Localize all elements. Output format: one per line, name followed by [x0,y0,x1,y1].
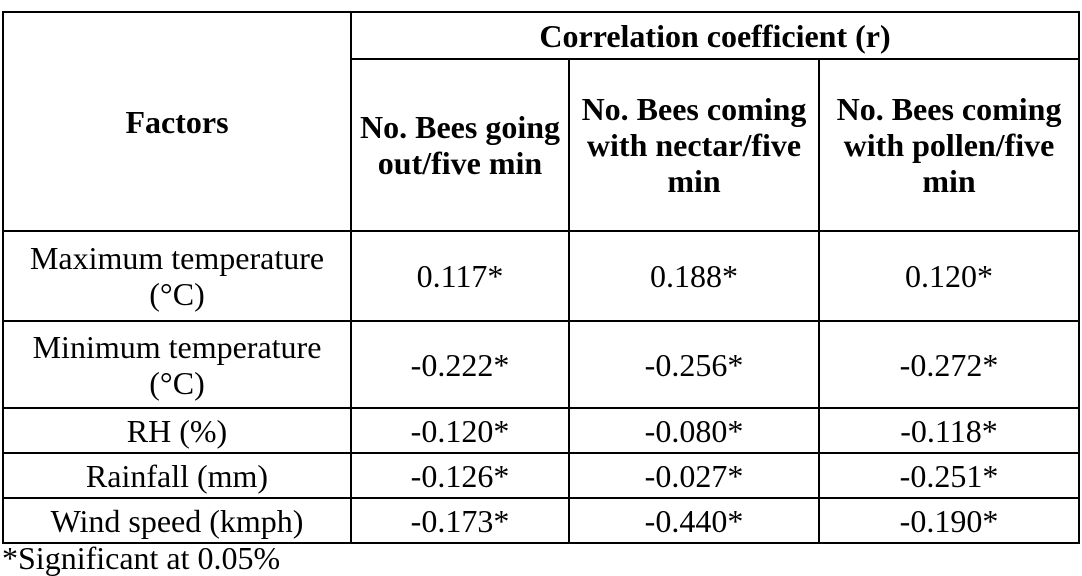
value-cell: -0.173* [350,497,570,544]
value-cell: -0.126* [350,452,570,499]
value-cell: -0.118* [817,407,1081,454]
page: Factors Correlation coefficient (r) No. Be… [2,11,1081,576]
value-cell: -0.027* [568,452,820,499]
factor-cell: Wind speed (kmph) [2,497,352,544]
value-cell: -0.222* [350,320,570,409]
value-cell: -0.120* [350,407,570,454]
data-table: Factors Correlation coefficient (r) No. Be… [2,11,1081,544]
table-row: Wind speed (kmph) -0.173* -0.440* -0.190* [2,497,1081,544]
table-row: Rainfall (mm) -0.126* -0.027* -0.251* [2,452,1081,499]
value-cell: -0.272* [817,320,1081,409]
group-header: Correlation coefficient (r) [349,11,1081,60]
value-cell: -0.190* [817,497,1081,544]
column-header: No. Bees coming with pollen/five min [817,58,1081,232]
table-row: Maximum temperature (°C) 0.117* 0.188* 0.12… [2,230,1081,322]
table-row: Minimum temperature (°C) -0.222* -0.256* -0… [2,320,1081,409]
header-row: No. Bees going out/five min No. Bees comi… [3,58,1081,232]
value-cell: -0.251* [817,452,1081,499]
value-cell: -0.440* [568,497,820,544]
table-row: RH (%) -0.120* -0.080* -0.118* [2,407,1081,454]
table-body: Maximum temperature (°C) 0.117* 0.188* 0.12… [2,230,1081,544]
value-cell: 0.188* [568,230,820,322]
factor-cell: Rainfall (mm) [2,452,352,499]
value-cell: -0.256* [568,320,820,409]
factor-cell: Minimum temperature (°C) [2,320,352,409]
column-header: No. Bees coming with nectar/five min [568,58,820,232]
value-cell: -0.080* [568,407,820,454]
factor-cell: RH (%) [2,407,352,454]
column-header: No. Bees going out/five min [350,58,570,232]
value-cell: 0.117* [350,230,570,322]
factor-cell: Maximum temperature (°C) [2,230,352,322]
header-row: Factors Correlation coefficient (r) [2,11,1081,232]
factors-header: Factors [2,11,352,232]
value-cell: 0.120* [817,230,1081,322]
footnote: *Significant at 0.05% [2,540,281,576]
table-head: Factors Correlation coefficient (r) No. Be… [2,11,1081,232]
